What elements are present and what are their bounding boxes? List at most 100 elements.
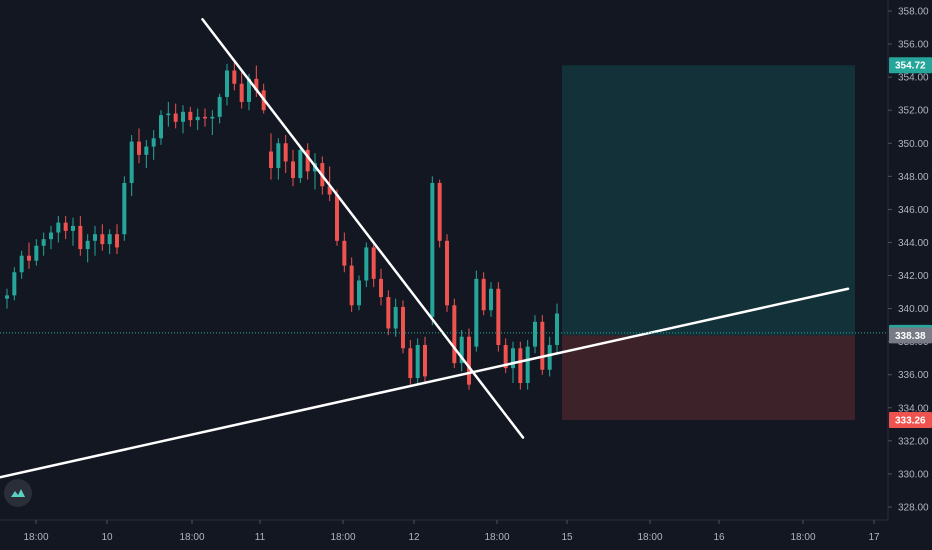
take-profit-badge <box>889 57 932 74</box>
candle-down <box>203 116 207 119</box>
candle-down <box>408 348 413 379</box>
candle-up <box>56 222 61 233</box>
x-tick-label: 18:00 <box>23 532 48 543</box>
candle-down <box>173 113 178 122</box>
entry-badge-label: 338.38 <box>895 331 926 342</box>
x-tick-label: 18:00 <box>637 532 662 543</box>
trendlines[interactable] <box>0 18 850 479</box>
candle-up <box>210 116 215 119</box>
candle-up <box>459 336 464 364</box>
x-tick-label: 11 <box>255 532 266 543</box>
candle-down <box>445 240 449 306</box>
candle-up <box>430 182 435 317</box>
candle-up <box>276 143 281 169</box>
candle-down <box>503 344 508 369</box>
candle-up <box>159 115 163 139</box>
x-axis-ticks: 18:00 10 18:00 11 18:00 12 18:00 15 18:00 16 18:00… <box>23 520 880 543</box>
candle-up <box>122 182 127 235</box>
candle-down <box>371 247 376 279</box>
y-tick-label: 356.00 <box>898 40 929 51</box>
y-tick-label: 348.00 <box>898 172 929 183</box>
candle-up <box>107 234 112 245</box>
price-scale[interactable] <box>888 0 932 520</box>
candle-up <box>12 272 17 296</box>
y-tick-label: 344.00 <box>898 238 929 249</box>
candle-down <box>342 240 347 266</box>
candle-up <box>547 344 552 370</box>
candle-down <box>349 265 354 306</box>
candle-up <box>195 116 200 121</box>
entry-badge <box>889 327 932 344</box>
y-tick-label: 358.00 <box>898 7 929 18</box>
candle-down <box>327 186 332 195</box>
profit-zone[interactable] <box>562 65 855 336</box>
candle-up <box>5 295 9 299</box>
y-tick-label: 330.00 <box>898 469 929 480</box>
candle-up <box>555 313 559 345</box>
candle-down <box>379 278 383 298</box>
x-tick-label: 17 <box>868 532 880 543</box>
take-profit-badge-label: 354.72 <box>895 61 926 72</box>
x-tick-label: 18:00 <box>330 532 355 543</box>
candle-down <box>232 70 237 84</box>
y-tick-label: 340.00 <box>898 304 929 315</box>
candle-up <box>225 70 229 97</box>
y-tick-label: 334.00 <box>898 403 929 414</box>
candle-down <box>386 297 391 329</box>
x-tick-label: 18:00 <box>790 532 815 543</box>
descending-resistance-trendline[interactable] <box>201 18 525 439</box>
y-axis-ticks: 328.00330.00332.00334.00336.00338.00340.… <box>888 7 929 514</box>
candle-up <box>357 280 361 306</box>
candle-up <box>474 278 479 347</box>
candle-down <box>540 321 545 370</box>
candle-up <box>393 306 398 329</box>
candle-down <box>100 234 105 245</box>
y-tick-label: 332.00 <box>898 436 929 447</box>
y-tick-label: 350.00 <box>898 139 929 150</box>
ascending-support-trendline[interactable] <box>0 287 850 479</box>
candle-down <box>283 143 288 162</box>
candle-down <box>63 222 68 231</box>
candle-down <box>269 151 273 169</box>
candle-up <box>93 234 97 241</box>
candle-up <box>166 113 171 116</box>
candle-down <box>188 111 193 121</box>
x-tick-label: 16 <box>713 532 725 543</box>
tradingview-logo-icon[interactable] <box>4 479 32 507</box>
candle-down <box>518 348 523 383</box>
candle-up <box>129 141 134 183</box>
candle-down <box>452 305 457 364</box>
stop-loss-badge <box>889 412 932 429</box>
candle-down <box>27 255 31 261</box>
candle-up <box>247 78 251 102</box>
candle-up <box>34 245 39 261</box>
candle-down <box>481 278 486 311</box>
x-tick-label: 18:00 <box>179 532 204 543</box>
candle-up <box>49 232 53 240</box>
candle-up <box>151 138 156 147</box>
stop-loss-badge-label: 333.26 <box>895 416 926 427</box>
candle-up <box>298 149 303 178</box>
candle-up <box>511 348 515 369</box>
candle-down <box>78 225 83 250</box>
x-tick-label: 12 <box>408 532 420 543</box>
candle-up <box>415 344 420 379</box>
candle-up <box>217 96 222 117</box>
y-tick-label: 352.00 <box>898 106 929 117</box>
candle-up <box>85 240 90 250</box>
y-tick-label: 336.00 <box>898 370 929 381</box>
x-tick-label: 18:00 <box>484 532 509 543</box>
long-position-tool[interactable] <box>562 65 855 421</box>
y-tick-label: 342.00 <box>898 271 929 282</box>
candle-up <box>71 225 75 231</box>
candle-down <box>335 194 339 241</box>
candle-down <box>239 83 244 102</box>
candle-down <box>401 306 405 349</box>
candle-up <box>19 255 24 273</box>
x-tick-label: 15 <box>561 532 573 543</box>
loss-zone[interactable] <box>562 335 855 421</box>
time-scale[interactable] <box>0 520 888 550</box>
candle-up <box>181 111 185 122</box>
